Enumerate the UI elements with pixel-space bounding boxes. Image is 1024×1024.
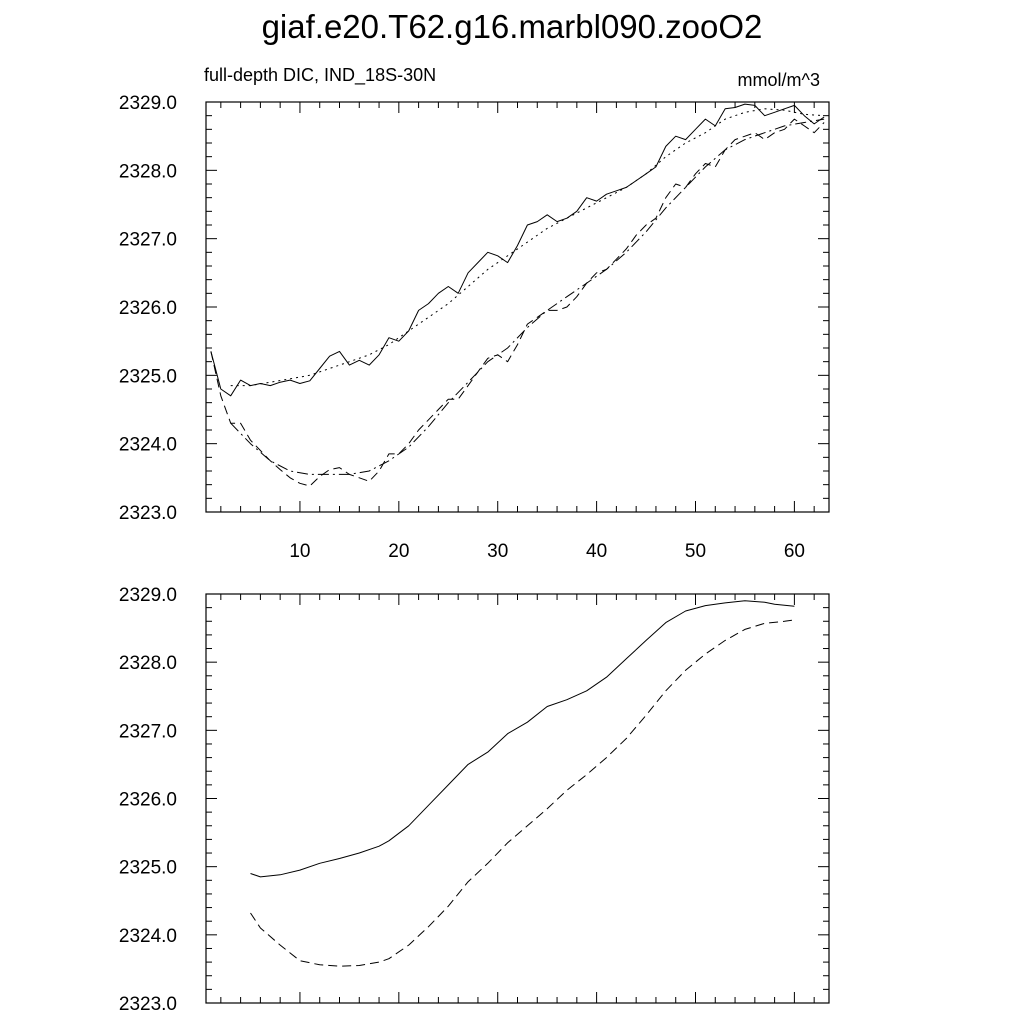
panel-subtitle-left: full-depth DIC, IND_18S-30N	[204, 65, 436, 86]
series-line-dashed	[250, 619, 795, 967]
y-tick-label: 2326.0	[119, 298, 177, 319]
y-tick-label: 2323.0	[119, 503, 177, 524]
x-tick-label: 40	[586, 541, 607, 562]
x-tick-label: 60	[784, 541, 805, 562]
plot-frame	[205, 593, 830, 1004]
y-tick-label: 2325.0	[119, 858, 177, 879]
y-tick-label: 2329.0	[119, 585, 177, 606]
y-tick-label: 2328.0	[119, 161, 177, 182]
x-tick-label: 30	[487, 541, 508, 562]
y-tick-label: 2329.0	[119, 93, 177, 114]
series-line-dash-dot	[230, 118, 825, 475]
series-line-dashed	[210, 118, 825, 487]
y-tick-label: 2327.0	[119, 230, 177, 251]
y-tick-label: 2327.0	[119, 721, 177, 742]
series-line-solid	[210, 103, 825, 397]
y-tick-label: 2324.0	[119, 926, 177, 947]
plot-frame	[205, 101, 830, 513]
series-line-solid	[250, 600, 795, 878]
series-line-dotted	[230, 108, 825, 387]
y-tick-label: 2326.0	[119, 790, 177, 811]
y-tick-label: 2324.0	[119, 435, 177, 456]
panel-units-label: mmol/m^3	[738, 70, 820, 90]
x-tick-label: 20	[388, 541, 409, 562]
panel-2: 2323.0 2324.0 2325.0 2326.0 2327.0 2328.0 2329…	[119, 585, 830, 1015]
x-tick-label: 10	[289, 541, 310, 562]
y-tick-label: 2323.0	[119, 994, 177, 1015]
y-tick-label: 2325.0	[119, 366, 177, 387]
y-tick-label: 2328.0	[119, 653, 177, 674]
figure-title: giaf.e20.T62.g16.marbl090.zooO2	[262, 8, 763, 45]
panel-1: full-depth DIC, IND_18S-30N mmol/m^3 2323.…	[119, 65, 830, 562]
x-tick-label: 50	[685, 541, 706, 562]
